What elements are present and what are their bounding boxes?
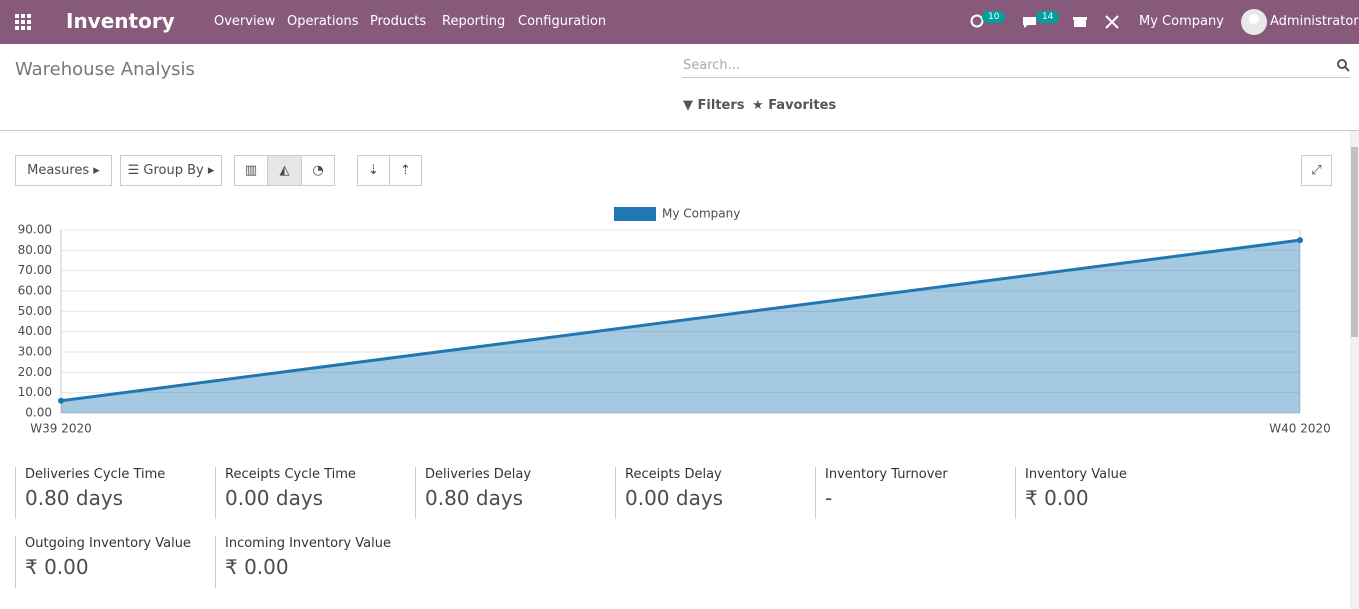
chart: 0.00 10.00 20.00 30.00 40.00 50.00 60.00 70.00 8… (18, 207, 1331, 436)
kpi-card[interactable]: Inventory Value ₹ 0.00 (1015, 467, 1215, 519)
y-tick-label: 70.00 (18, 263, 52, 277)
menu-item[interactable]: Operations (287, 14, 359, 29)
message-count: 14 (1036, 11, 1060, 23)
kpi-label: Incoming Inventory Value (225, 536, 391, 551)
menu-item[interactable]: Products (370, 14, 427, 29)
y-tick-label: 80.00 (18, 243, 52, 257)
kpi-label: Deliveries Cycle Time (25, 467, 166, 482)
gift-icon[interactable] (1073, 14, 1087, 28)
y-tick-label: 0.00 (25, 406, 52, 420)
measures-label: Measures (27, 163, 90, 178)
kpi-value: 0.00 days (225, 486, 324, 510)
kpi-card[interactable]: Incoming Inventory Value ₹ 0.00 (215, 536, 415, 588)
point (1297, 237, 1303, 244)
legend-label: My Company (662, 207, 740, 221)
kpi-card[interactable]: Deliveries Delay 0.80 days (415, 467, 615, 519)
y-tick-label: 20.00 (18, 365, 52, 379)
kpi-card[interactable]: Receipts Cycle Time 0.00 days (215, 467, 415, 519)
kpi-label: Outgoing Inventory Value (25, 536, 191, 551)
kpi-value: ₹ 0.00 (1025, 486, 1089, 510)
point (58, 397, 64, 404)
kpi-value: - (825, 486, 833, 510)
expand-button[interactable]: ⤢ (1301, 155, 1332, 186)
menu-item[interactable]: Overview (214, 14, 276, 29)
y-tick-label: 40.00 (18, 324, 52, 338)
menu-item[interactable]: Reporting (442, 14, 506, 29)
favorites-button[interactable]: ★ Favorites (752, 98, 837, 113)
kpi-label: Receipts Delay (625, 467, 722, 482)
sort-descending-button[interactable]: ⇣ (357, 155, 390, 186)
pie-chart-button[interactable]: ◔ (301, 155, 335, 186)
measures-button[interactable]: Measures ▸ (15, 155, 112, 186)
activity-count: 10 (982, 11, 1006, 23)
area (61, 240, 1300, 413)
company-switcher[interactable]: My Company (1139, 14, 1224, 29)
kpi-value: ₹ 0.00 (25, 555, 89, 579)
breadcrumb-title: Warehouse Analysis (15, 59, 195, 80)
kpi-card[interactable]: Inventory Turnover - (815, 467, 1015, 519)
messages-icon[interactable] (1022, 15, 1038, 29)
kpi-value: 0.00 days (625, 486, 724, 510)
kpi-label: Receipts Cycle Time (225, 467, 356, 482)
y-tick-label: 50.00 (18, 304, 52, 318)
line (60, 238, 1301, 403)
bar-chart-button[interactable]: ▥ (234, 155, 268, 186)
line-chart-button[interactable]: ◭ (267, 155, 302, 186)
apps-icon[interactable] (15, 14, 33, 30)
scroll-thumb[interactable] (1351, 147, 1358, 337)
user-menu[interactable]: Administrator (1270, 14, 1359, 29)
x-tick-label: W39 2020 (30, 422, 92, 436)
kpi-label: Inventory Turnover (825, 467, 948, 482)
search-box[interactable]: Search... (682, 56, 1350, 78)
kpi-value: 0.80 days (425, 486, 524, 510)
group-by-button[interactable]: ☰ Group By ▸ (120, 155, 222, 186)
group-by-label: Group By (143, 163, 204, 178)
filters-button[interactable]: ▼ Filters (683, 98, 745, 113)
filters-label: Filters (697, 98, 745, 113)
kpi-card[interactable]: Deliveries Cycle Time 0.80 days (15, 467, 215, 519)
x-tick-label: W40 2020 (1269, 422, 1331, 436)
kpi-label: Inventory Value (1025, 467, 1127, 482)
scrollbar[interactable] (1350, 131, 1359, 609)
kpi-value: 0.80 days (25, 486, 124, 510)
kpi-card[interactable]: Receipts Delay 0.00 days (615, 467, 815, 519)
app-name[interactable]: Inventory (66, 9, 175, 33)
y-tick-label: 10.00 (18, 385, 52, 399)
y-tick-label: 90.00 (18, 223, 52, 237)
sort-ascending-button[interactable]: ⇡ (389, 155, 422, 186)
y-tick-label: 30.00 (18, 345, 52, 359)
favorites-label: Favorites (768, 98, 837, 113)
legend-swatch (614, 207, 656, 221)
navbar: Inventory 10 14 My Company Administrator… (0, 0, 1359, 44)
activity-icon[interactable] (970, 14, 984, 28)
search-placeholder: Search... (683, 58, 741, 73)
kpi-card[interactable]: Outgoing Inventory Value ₹ 0.00 (15, 536, 215, 588)
debug-icon[interactable] (1105, 15, 1119, 29)
kpi-label: Deliveries Delay (425, 467, 532, 482)
menu-item[interactable]: Configuration (518, 14, 607, 29)
control-panel: Warehouse Analysis Search... ▼ Filters ★… (0, 44, 1359, 131)
y-tick-label: 60.00 (18, 284, 52, 298)
search-icon[interactable] (1337, 59, 1350, 72)
avatar[interactable] (1241, 9, 1267, 35)
kpi-value: ₹ 0.00 (225, 555, 289, 579)
